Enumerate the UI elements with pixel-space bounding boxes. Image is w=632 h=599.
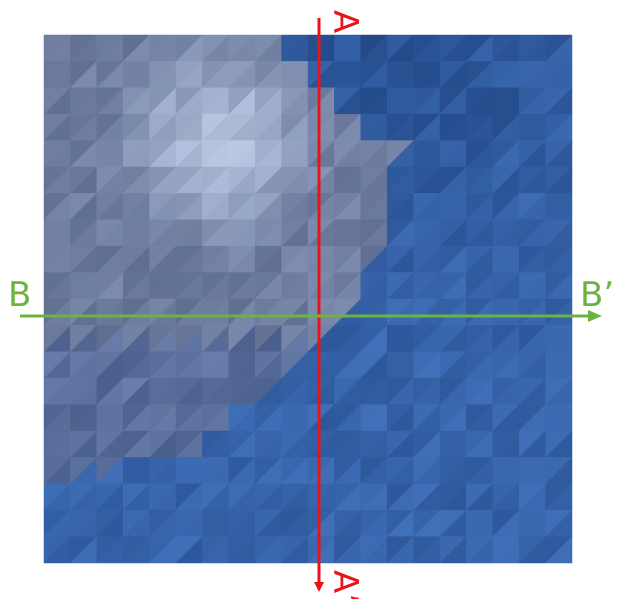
label-b-start: B — [8, 275, 31, 315]
label-a-end: A’ — [325, 570, 365, 599]
diagram: A A’ B B’ — [0, 0, 632, 599]
terrain-map — [44, 35, 572, 563]
label-a-start: A — [325, 10, 365, 33]
label-b-end: B’ — [580, 275, 614, 315]
